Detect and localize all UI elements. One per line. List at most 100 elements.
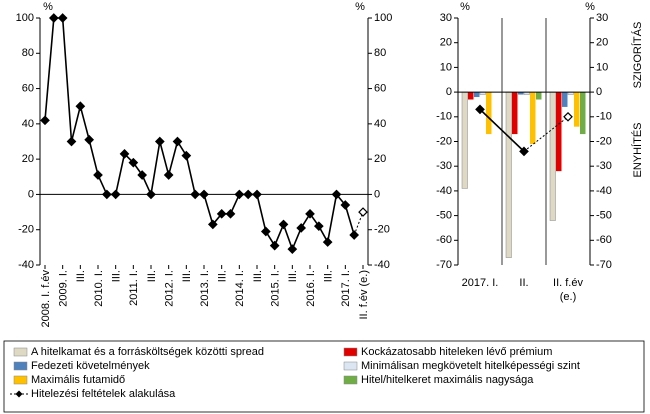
marker [225,208,236,219]
y2-tick-label: -30 [596,160,612,172]
y2-tick-label: 60 [374,82,386,94]
x-tick-label: 2014. I. [234,270,246,307]
marker [234,189,245,200]
marker [475,104,485,115]
estimate-connector [353,211,364,236]
y-tick-label: -30 [436,160,452,172]
marker [287,244,298,254]
y-tick-label: -40 [436,185,452,197]
x-tick-label: 2015. I. [270,270,282,307]
line [479,108,525,152]
x-tick-label: 2008. I. f.év [40,270,52,328]
marker [93,170,103,180]
y2-tick-label: 20 [596,37,608,49]
y-tick-label: 30 [440,12,452,24]
legend-label: Maximális futamidő [31,374,125,386]
y2-tick-label: 80 [374,47,386,59]
y2-tick-label: -20 [596,135,612,147]
x-tick-label: II. f.év (e.) [358,270,370,320]
bar [505,91,512,258]
y-tick-label: -60 [436,234,452,246]
marker [190,189,201,200]
y2-tick-label: 0 [596,86,602,98]
y2-tick-label: -40 [596,185,612,197]
x-tick-label: 2013. I. [199,270,211,307]
marker [84,134,95,145]
marker [57,13,68,23]
marker [340,200,351,210]
marker [260,226,271,237]
x-tick-label: III. [146,270,158,282]
x-tick-label: III. [252,270,264,282]
marker [252,189,262,200]
y2-tick-label: 100 [374,12,392,24]
marker [75,101,86,112]
legend-swatch [343,361,358,371]
y-tick-label: 100 [16,12,34,24]
y-tick-label: 20 [22,153,34,165]
y2-axis-label: SZIGORÍTÁS [631,22,644,89]
marker [101,189,112,200]
y-tick-label: 0 [28,188,34,200]
x-tick-label: III. [181,270,193,282]
marker [110,189,121,200]
y-unit: % [43,1,53,13]
y2-tick-label: -70 [596,259,612,271]
y2-tick-label: 20 [374,153,386,165]
bar [512,92,518,135]
marker [331,189,342,200]
x-tick-label: 2011. I. [128,270,140,306]
y2-unit: % [355,1,365,13]
marker [128,157,139,168]
marker [519,146,529,157]
bar [580,92,586,135]
bar [518,92,524,95]
legend-marker [15,390,23,398]
y2-tick-label: -10 [596,111,612,123]
x-tick-label: III. [287,270,299,282]
x-tick-label: III. [217,270,229,282]
bar [461,91,468,189]
x-tick-label: III. [111,270,123,282]
legend-label: Kockázatosabb hiteleken lévő prémium [361,346,552,358]
y-tick-label: -40 [18,259,34,271]
legend-label: Hitelezési feltételek alakulása [31,388,176,400]
estimate-connector [523,116,569,152]
y2-unit: % [585,1,595,13]
y2-tick-label: -40 [374,259,390,271]
bar [562,92,568,107]
bar [549,91,556,221]
y-tick-label: 40 [22,118,34,130]
marker [181,150,192,161]
legend-swatch [343,347,358,357]
legend-label: A hitelkamat és a forrásköltségek között… [31,346,264,358]
y2-tick-label: -50 [596,210,612,222]
y2-tick-label: 0 [374,188,380,200]
x-tick-label: II. f.év (e.) [553,277,583,303]
marker [119,149,130,159]
x-tick-label: 2009. I. [58,270,70,307]
y-tick-label: 10 [440,61,452,73]
marker [313,221,324,232]
y-tick-label: -20 [436,135,452,147]
x-tick-label: II. [519,277,528,289]
y-unit: % [460,1,470,13]
y2-tick-label: -60 [596,234,612,246]
y-tick-label: 60 [22,82,34,94]
marker [154,136,165,147]
marker [243,189,254,200]
x-tick-label: 2012. I. [164,270,176,307]
legend-swatch [343,375,358,385]
marker [269,240,280,251]
x-tick-label: III. [323,270,335,282]
marker [199,189,209,200]
x-tick-label: 2016. I. [305,270,317,307]
x-tick-label: III. [75,270,87,282]
y-tick-label: 80 [22,47,34,59]
legend-label: Minimálisan megkövetelt hitelképességi s… [361,360,580,372]
y2-tick-label: 40 [374,118,386,130]
marker [146,189,156,200]
y-tick-label: 0 [446,86,452,98]
marker [137,170,148,180]
